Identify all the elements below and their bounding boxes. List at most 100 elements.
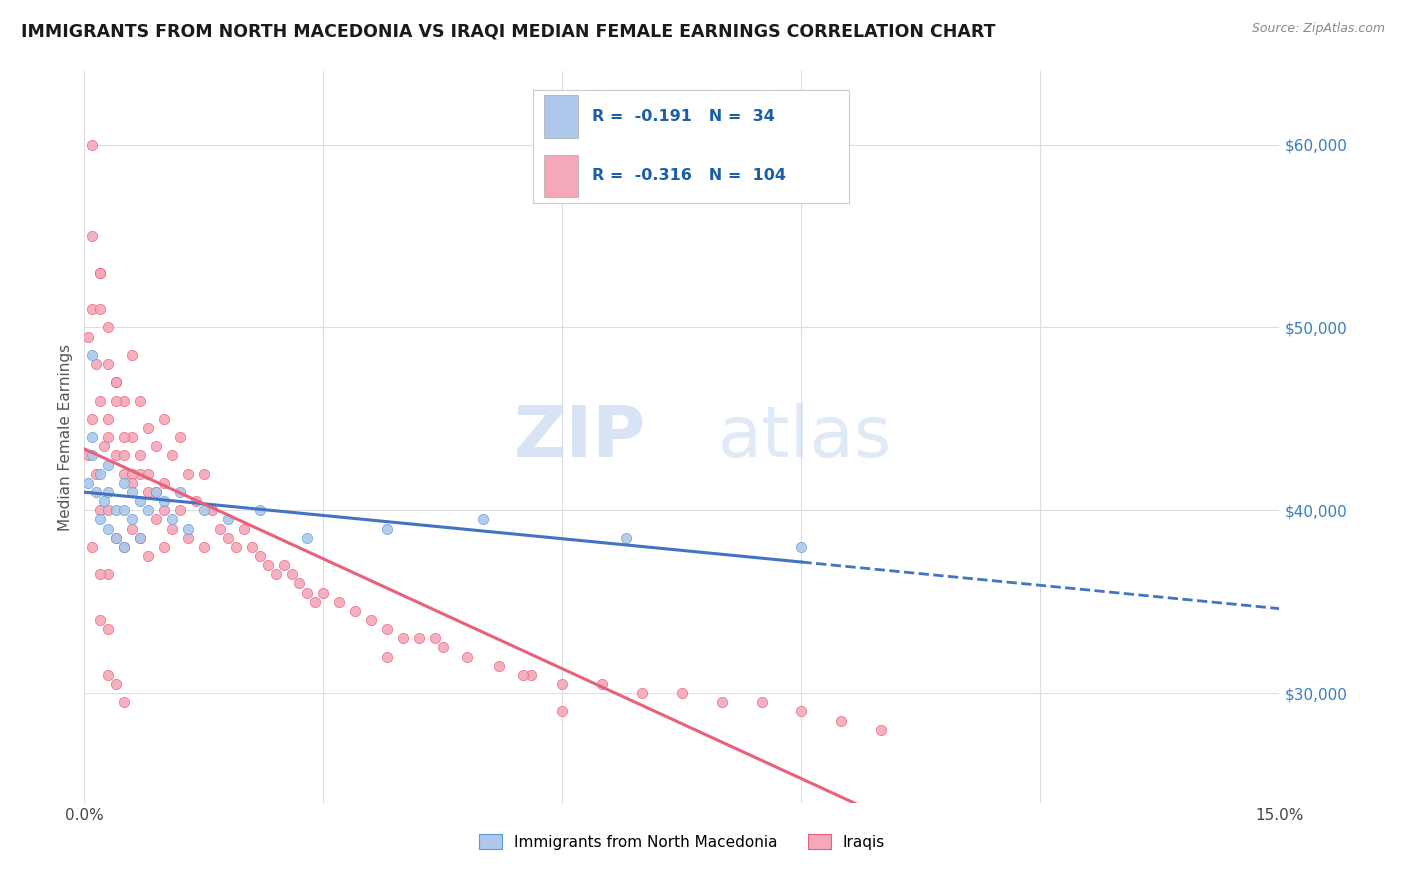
Point [136, 484, 159, 499]
Point [471, 512, 494, 526]
Point [105, 375, 128, 389]
Point [392, 631, 415, 645]
Y-axis label: Median Female Earnings: Median Female Earnings [58, 343, 73, 531]
Point [77, 475, 100, 490]
Point [86, 467, 108, 481]
Point [488, 658, 510, 673]
Point [121, 467, 143, 481]
Point [97, 567, 120, 582]
Point [614, 531, 637, 545]
Point [591, 677, 613, 691]
Point [112, 475, 135, 490]
Legend: Immigrants from North Macedonia, Iraqis: Immigrants from North Macedonia, Iraqis [471, 826, 893, 857]
Point [177, 531, 200, 545]
Point [375, 521, 398, 535]
Point [280, 567, 302, 582]
Point [328, 594, 350, 608]
Point [121, 475, 143, 490]
Point [169, 484, 191, 499]
Point [82, 411, 104, 425]
Point [551, 677, 574, 691]
Point [97, 458, 120, 472]
Point [112, 393, 135, 408]
Point [631, 686, 654, 700]
Point [89, 467, 111, 481]
Point [112, 695, 135, 709]
Point [86, 484, 108, 499]
Point [136, 421, 159, 435]
Point [136, 467, 159, 481]
Point [105, 677, 128, 691]
Point [264, 567, 287, 582]
Point [121, 484, 143, 499]
Point [105, 375, 128, 389]
Point [184, 494, 207, 508]
Point [129, 494, 152, 508]
Point [375, 622, 398, 636]
Point [97, 320, 120, 334]
Point [249, 549, 271, 563]
Point [82, 540, 104, 554]
FancyBboxPatch shape [533, 90, 849, 203]
Point [112, 540, 135, 554]
Point [105, 393, 128, 408]
Point [240, 540, 263, 554]
Point [160, 448, 183, 462]
Point [870, 723, 893, 737]
Point [153, 494, 176, 508]
Point [519, 667, 541, 681]
Point [77, 329, 100, 343]
Point [89, 393, 111, 408]
Point [89, 301, 111, 316]
Point [121, 430, 143, 444]
Point [790, 540, 813, 554]
Point [360, 613, 382, 627]
Point [89, 265, 111, 279]
Point [105, 531, 128, 545]
Point [408, 631, 430, 645]
FancyBboxPatch shape [544, 95, 578, 138]
Point [232, 521, 254, 535]
Point [249, 503, 271, 517]
Point [86, 357, 108, 371]
Point [193, 540, 215, 554]
Point [273, 558, 295, 573]
Point [129, 393, 152, 408]
Point [93, 494, 115, 508]
Point [145, 484, 167, 499]
Point [288, 576, 311, 591]
Point [82, 430, 104, 444]
Point [105, 531, 128, 545]
Point [710, 695, 733, 709]
Point [153, 475, 176, 490]
Point [423, 631, 446, 645]
Point [89, 265, 111, 279]
Point [375, 649, 398, 664]
Text: Source: ZipAtlas.com: Source: ZipAtlas.com [1251, 22, 1385, 36]
Point [153, 540, 176, 554]
Point [312, 585, 335, 599]
Point [112, 467, 135, 481]
Point [225, 540, 247, 554]
Point [432, 640, 454, 655]
Point [136, 503, 159, 517]
Point [97, 357, 120, 371]
Point [160, 512, 183, 526]
Point [201, 503, 224, 517]
Text: atlas: atlas [718, 402, 893, 472]
Point [121, 512, 143, 526]
FancyBboxPatch shape [544, 154, 578, 197]
Point [153, 503, 176, 517]
Point [129, 467, 152, 481]
Point [129, 531, 152, 545]
Point [89, 613, 111, 627]
Point [97, 503, 120, 517]
Point [145, 439, 167, 453]
Point [97, 484, 120, 499]
Text: IMMIGRANTS FROM NORTH MACEDONIA VS IRAQI MEDIAN FEMALE EARNINGS CORRELATION CHAR: IMMIGRANTS FROM NORTH MACEDONIA VS IRAQI… [21, 22, 995, 40]
Point [129, 531, 152, 545]
Point [82, 137, 104, 152]
Point [830, 714, 852, 728]
Point [208, 521, 231, 535]
Point [217, 512, 239, 526]
